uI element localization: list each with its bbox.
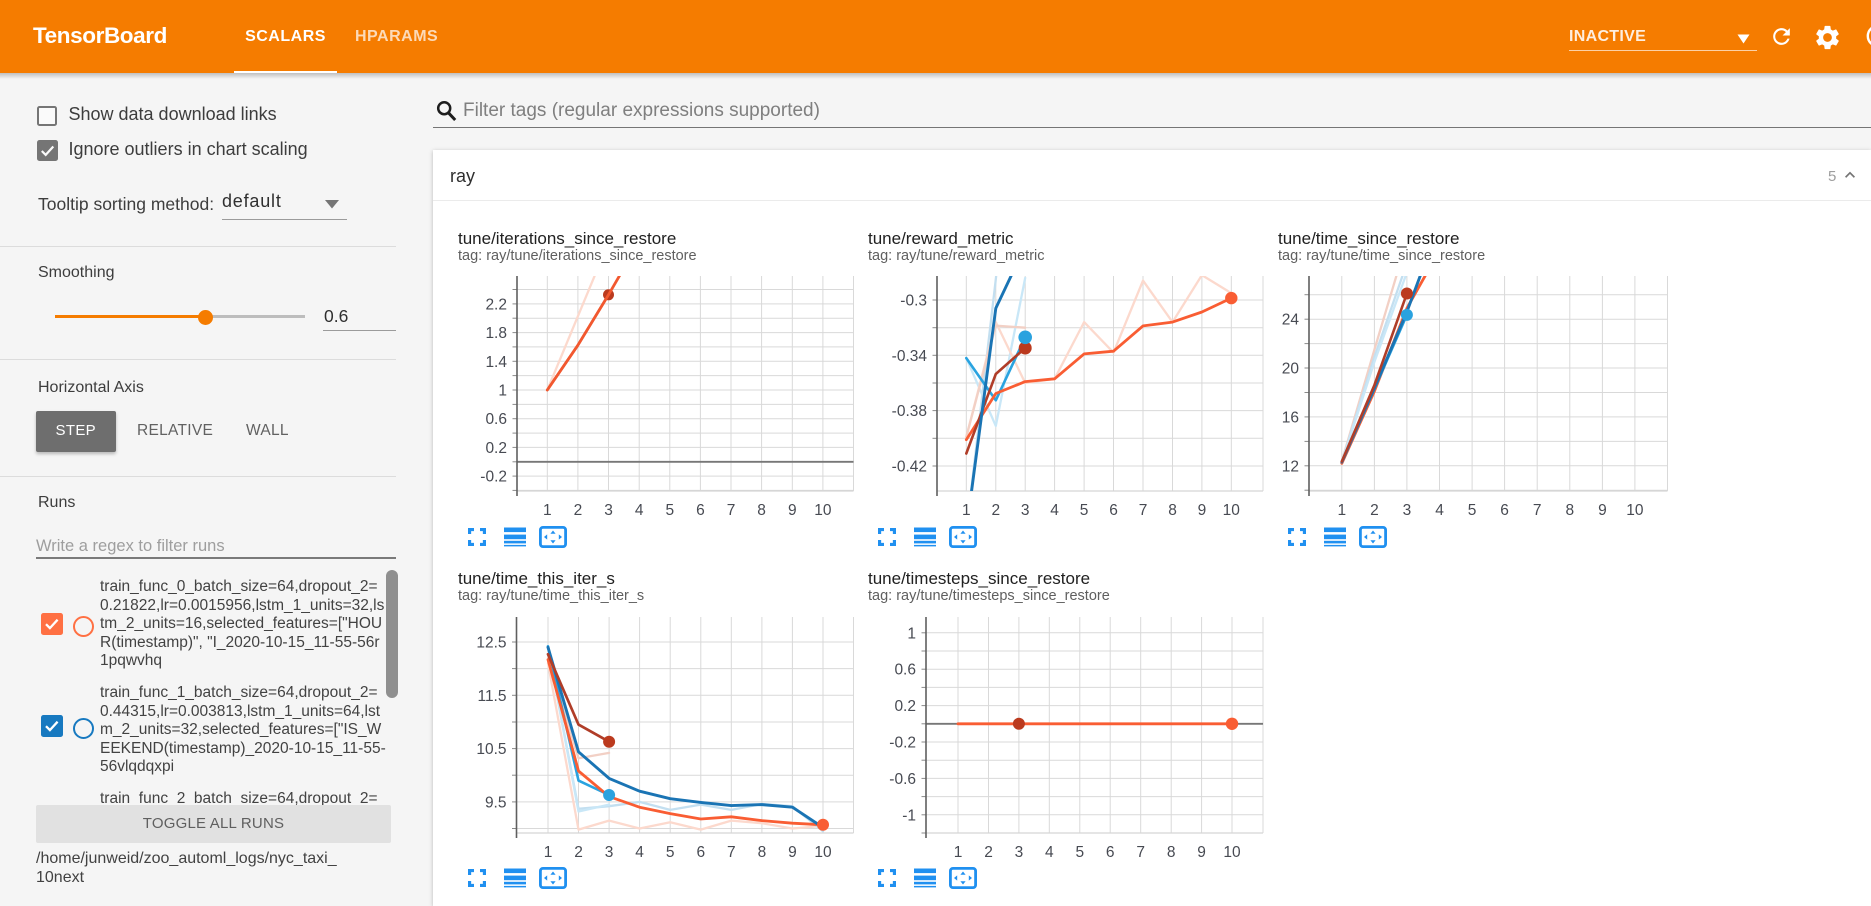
svg-text:1: 1 — [543, 502, 552, 519]
svg-text:1: 1 — [962, 502, 971, 519]
svg-text:-0.2: -0.2 — [480, 469, 507, 486]
svg-text:8: 8 — [757, 502, 766, 519]
svg-text:10: 10 — [814, 502, 832, 519]
svg-text:8: 8 — [758, 844, 767, 861]
svg-text:5: 5 — [1075, 844, 1084, 861]
svg-text:2: 2 — [1370, 502, 1379, 519]
svg-text:6: 6 — [696, 502, 705, 519]
svg-text:-0.2: -0.2 — [889, 735, 916, 752]
svg-text:5: 5 — [1080, 502, 1089, 519]
svg-text:-0.3: -0.3 — [900, 293, 927, 310]
svg-text:5: 5 — [665, 502, 674, 519]
svg-text:12: 12 — [1282, 458, 1299, 475]
svg-text:11.5: 11.5 — [477, 688, 506, 705]
svg-text:1.4: 1.4 — [485, 354, 507, 371]
svg-text:1: 1 — [498, 383, 507, 400]
svg-text:2: 2 — [991, 502, 1000, 519]
svg-text:-0.38: -0.38 — [892, 403, 927, 420]
svg-text:1: 1 — [1337, 502, 1346, 519]
svg-text:1: 1 — [954, 844, 963, 861]
svg-text:2: 2 — [574, 502, 583, 519]
svg-text:0.6: 0.6 — [894, 662, 916, 679]
svg-text:4: 4 — [635, 502, 644, 519]
svg-text:-1: -1 — [902, 807, 916, 824]
svg-text:2.2: 2.2 — [485, 296, 507, 313]
svg-text:3: 3 — [604, 502, 613, 519]
svg-text:3: 3 — [605, 844, 614, 861]
svg-text:0.2: 0.2 — [485, 440, 507, 457]
svg-text:9: 9 — [788, 502, 797, 519]
svg-text:10: 10 — [1223, 844, 1241, 861]
svg-text:7: 7 — [1139, 502, 1148, 519]
svg-text:10: 10 — [814, 844, 832, 861]
svg-text:4: 4 — [1045, 844, 1054, 861]
svg-text:9.5: 9.5 — [485, 794, 507, 811]
svg-text:7: 7 — [1136, 844, 1145, 861]
svg-text:9: 9 — [788, 844, 797, 861]
svg-text:-0.42: -0.42 — [892, 459, 927, 476]
svg-text:4: 4 — [1050, 502, 1059, 519]
svg-text:8: 8 — [1565, 502, 1574, 519]
svg-text:3: 3 — [1015, 844, 1024, 861]
svg-text:6: 6 — [696, 844, 705, 861]
svg-text:10.5: 10.5 — [476, 741, 506, 758]
svg-text:24: 24 — [1282, 312, 1300, 329]
svg-text:2: 2 — [984, 844, 993, 861]
svg-text:6: 6 — [1106, 844, 1115, 861]
svg-text:9: 9 — [1198, 502, 1207, 519]
svg-text:8: 8 — [1167, 844, 1176, 861]
svg-text:-0.34: -0.34 — [892, 348, 928, 365]
svg-text:1: 1 — [544, 844, 553, 861]
svg-text:10: 10 — [1223, 502, 1241, 519]
svg-text:7: 7 — [727, 502, 736, 519]
svg-text:3: 3 — [1403, 502, 1412, 519]
svg-text:6: 6 — [1109, 502, 1118, 519]
svg-text:2: 2 — [574, 844, 583, 861]
svg-text:9: 9 — [1598, 502, 1607, 519]
svg-text:20: 20 — [1282, 361, 1300, 378]
svg-text:0.2: 0.2 — [894, 698, 916, 715]
svg-text:1: 1 — [907, 625, 916, 642]
svg-text:5: 5 — [1468, 502, 1477, 519]
svg-text:8: 8 — [1168, 502, 1177, 519]
svg-text:4: 4 — [1435, 502, 1444, 519]
svg-text:3: 3 — [1021, 502, 1030, 519]
svg-text:7: 7 — [1533, 502, 1542, 519]
svg-text:-0.6: -0.6 — [889, 771, 916, 788]
svg-text:10: 10 — [1626, 502, 1644, 519]
svg-text:5: 5 — [666, 844, 675, 861]
svg-text:4: 4 — [635, 844, 644, 861]
svg-text:16: 16 — [1282, 409, 1299, 426]
svg-text:0.6: 0.6 — [485, 411, 507, 428]
svg-text:6: 6 — [1500, 502, 1509, 519]
svg-text:12.5: 12.5 — [476, 635, 506, 652]
svg-text:7: 7 — [727, 844, 736, 861]
svg-text:1.8: 1.8 — [485, 325, 507, 342]
svg-text:9: 9 — [1197, 844, 1206, 861]
